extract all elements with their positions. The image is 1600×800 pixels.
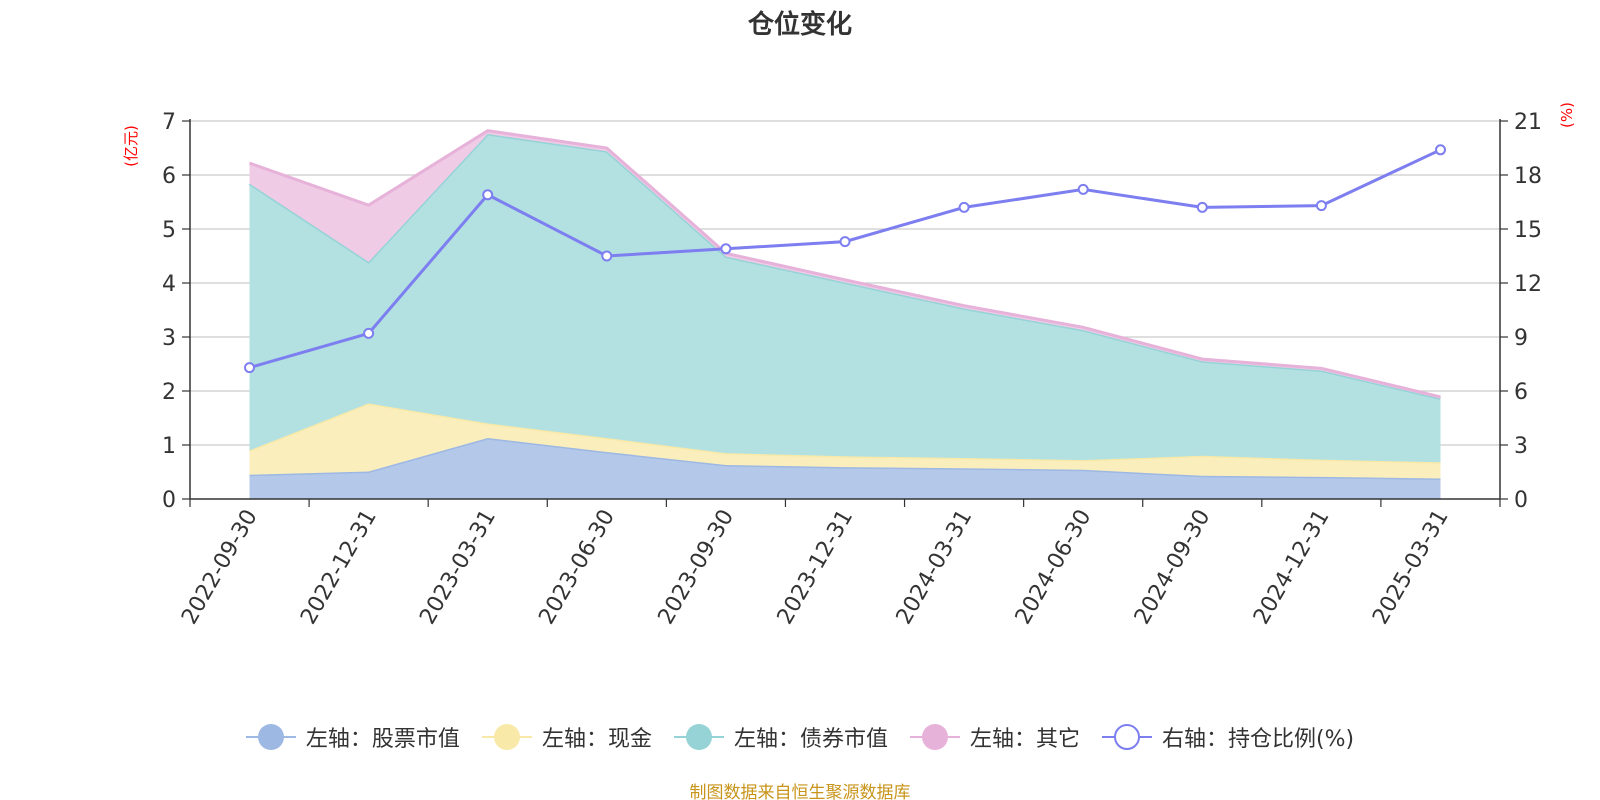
left-axis-label: (亿元): [122, 125, 140, 167]
x-tick-label: 2024-06-30: [1011, 506, 1097, 629]
data-source-note: 制图数据来自恒生聚源数据库: [689, 783, 911, 800]
legend-marker-icon: [909, 722, 960, 752]
legend-label: 左轴：股票市值: [305, 727, 460, 752]
x-tick-label: 2024-03-31: [892, 506, 978, 629]
ratio-point: [363, 327, 375, 339]
x-tick-label: 2022-09-30: [177, 506, 263, 629]
legend-item-0[interactable]: 左轴：股票市值: [245, 721, 460, 753]
area-series-edge-3: [249, 129, 1441, 399]
right-axis-label: (%): [1558, 102, 1576, 128]
right-tick-label: 15: [1514, 218, 1542, 243]
ratio-point: [1196, 201, 1208, 213]
x-tick-label: 2023-06-30: [534, 506, 620, 629]
ratio-point: [1077, 183, 1089, 195]
left-tick-label: 3: [162, 326, 176, 351]
left-tick-label: 0: [162, 488, 176, 513]
right-tick-label: 18: [1514, 164, 1542, 189]
area-series-1: [249, 403, 1441, 479]
legend-label: 右轴：持仓比例(%): [1161, 727, 1355, 752]
x-tick-label: 2023-09-30: [654, 506, 740, 629]
left-tick-label: 4: [162, 272, 176, 297]
x-tick-label: 2024-12-31: [1249, 506, 1335, 629]
ratio-point: [244, 362, 255, 374]
legend-marker-icon: [673, 722, 724, 752]
x-tick-label: 2023-12-31: [773, 506, 859, 629]
right-tick-label: 6: [1514, 380, 1528, 405]
ratio-point: [1315, 200, 1327, 212]
ratio-point: [1435, 144, 1446, 156]
right-tick-label: 0: [1514, 488, 1528, 513]
left-tick-label: 1: [162, 434, 176, 459]
legend-marker-icon: [245, 722, 296, 752]
x-tick-label: 2022-12-31: [296, 506, 382, 629]
legend-item-1[interactable]: 左轴：现金: [481, 721, 652, 753]
stacked-areas: [248, 129, 1441, 499]
right-tick-label: 3: [1514, 434, 1528, 459]
chart-title: 仓位变化: [747, 10, 852, 40]
x-tick-label: 2024-09-30: [1130, 506, 1216, 629]
right-tick-label: 9: [1514, 326, 1528, 351]
x-tick-label: 2023-03-31: [415, 506, 501, 629]
legend-label: 左轴：债券市值: [733, 727, 888, 752]
right-tick-label: 21: [1514, 110, 1542, 135]
ratio-point: [720, 243, 732, 255]
legend-label: 左轴：其它: [969, 727, 1080, 752]
legend-item-2[interactable]: 左轴：债券市值: [673, 721, 888, 753]
ratio-point: [958, 201, 970, 213]
ratio-point: [601, 250, 613, 262]
position-ratio-line: [244, 144, 1446, 374]
left-tick-label: 7: [162, 110, 176, 135]
ratio-point: [839, 236, 851, 248]
right-tick-label: 12: [1514, 272, 1542, 297]
left-tick-label: 2: [162, 380, 176, 405]
left-tick-label: 6: [162, 164, 176, 189]
legend-label: 左轴：现金: [541, 727, 652, 752]
legend: 左轴：股票市值 左轴：现金 左轴：债券市值 左轴：其它 右轴：持仓比例(%): [0, 720, 1600, 754]
legend-marker-icon: [481, 722, 532, 752]
ratio-point: [482, 189, 494, 201]
left-tick-label: 5: [162, 218, 176, 243]
legend-item-4[interactable]: 右轴：持仓比例(%): [1101, 721, 1355, 753]
area-series-2: [249, 134, 1441, 463]
legend-item-3[interactable]: 左轴：其它: [909, 721, 1080, 753]
legend-marker-icon: [1101, 722, 1152, 752]
x-tick-label: 2025-03-31: [1368, 506, 1454, 629]
